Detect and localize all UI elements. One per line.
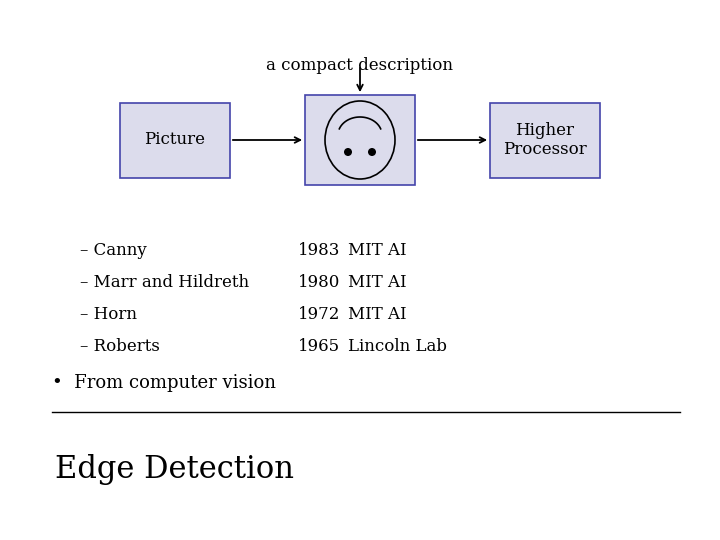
Text: MIT AI: MIT AI: [348, 242, 407, 259]
FancyBboxPatch shape: [305, 95, 415, 185]
Text: MIT AI: MIT AI: [348, 306, 407, 323]
Text: MIT AI: MIT AI: [348, 274, 407, 291]
Text: – Horn: – Horn: [80, 306, 137, 323]
Text: a compact description: a compact description: [266, 57, 454, 74]
Text: 1972: 1972: [297, 306, 340, 323]
Text: Higher
Processor: Higher Processor: [503, 122, 587, 158]
Text: – Marr and Hildreth: – Marr and Hildreth: [80, 274, 249, 291]
Text: Edge Detection: Edge Detection: [55, 454, 294, 485]
Circle shape: [344, 148, 352, 156]
Circle shape: [368, 148, 376, 156]
Text: 1980: 1980: [297, 274, 340, 291]
Text: 1965: 1965: [298, 338, 340, 355]
Text: Lincoln Lab: Lincoln Lab: [348, 338, 447, 355]
Text: •  From computer vision: • From computer vision: [52, 374, 276, 392]
FancyBboxPatch shape: [490, 103, 600, 178]
Text: – Roberts: – Roberts: [80, 338, 160, 355]
FancyBboxPatch shape: [120, 103, 230, 178]
Text: 1983: 1983: [297, 242, 340, 259]
Text: – Canny: – Canny: [80, 242, 147, 259]
Text: Picture: Picture: [145, 132, 205, 148]
